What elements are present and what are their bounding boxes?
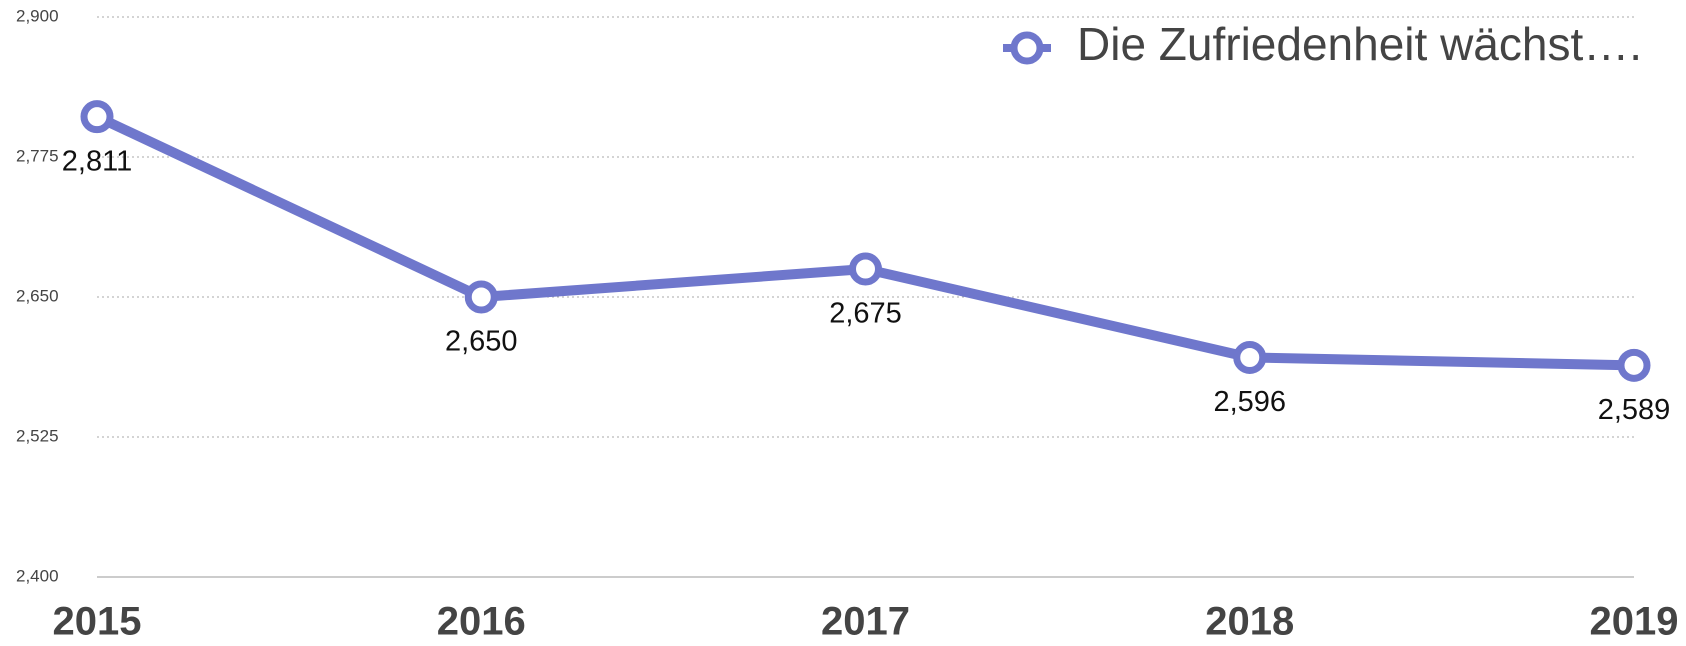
point [464,280,498,314]
y-tick-label: 2,400 [16,566,59,585]
data-label: 2,650 [445,326,518,358]
data-label: 2,811 [62,145,132,177]
data-label: 2,596 [1213,386,1286,418]
legend-marker [1010,31,1044,65]
x-tick-label: 2016 [437,600,526,644]
x-tick-label: 2019 [1590,600,1679,644]
x-tick-label: 2018 [1205,600,1294,644]
y-tick-label: 2,900 [16,6,59,25]
y-tick-label: 2,650 [16,286,59,305]
x-tick-label: 2017 [821,600,910,644]
point [80,100,114,134]
y-tick-label: 2,525 [16,426,59,445]
point [849,252,882,286]
point [1233,340,1267,374]
y-tick-label: 2,775 [16,146,59,165]
point [1617,348,1651,382]
legend-label: Die Zufriedenheit wächst…. [1077,18,1642,70]
data-label: 2,675 [829,298,902,330]
data-label: 2,589 [1598,394,1671,426]
x-tick-label: 2015 [53,600,142,644]
